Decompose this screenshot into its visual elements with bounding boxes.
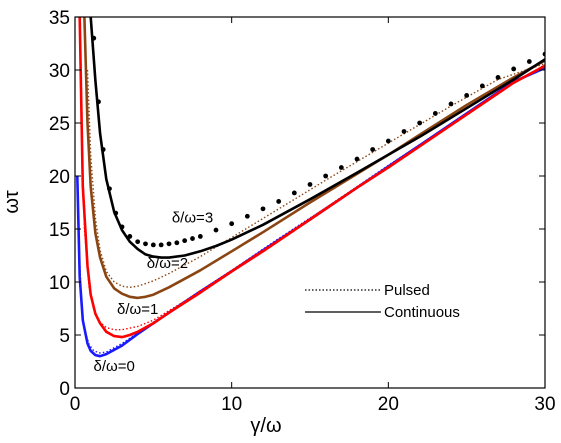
data-point bbox=[307, 182, 313, 187]
data-point bbox=[291, 190, 297, 196]
data-point bbox=[107, 186, 112, 192]
data-point bbox=[338, 165, 344, 170]
data-point bbox=[100, 147, 106, 152]
data-point bbox=[244, 213, 250, 219]
data-point bbox=[135, 239, 141, 245]
data-point bbox=[113, 210, 119, 216]
x-tick-label: 30 bbox=[534, 394, 555, 415]
plot-area-frame bbox=[74, 16, 546, 389]
data-point bbox=[158, 242, 164, 248]
series-line--3-solid-6 bbox=[89, 17, 545, 259]
y-axis-label: ωτ bbox=[1, 190, 23, 213]
series-line--2-dotted-5 bbox=[86, 62, 545, 288]
x-tick-label: 20 bbox=[378, 394, 399, 415]
series-line--1-solid-2 bbox=[78, 17, 545, 339]
series-line--0-dotted-1 bbox=[77, 65, 545, 354]
data-point bbox=[276, 199, 282, 204]
curve-annotation: δ/ω=2 bbox=[147, 255, 188, 272]
data-point bbox=[190, 236, 195, 241]
data-point bbox=[174, 240, 180, 246]
data-point bbox=[526, 59, 532, 64]
curve-annotation: δ/ω=0 bbox=[93, 358, 134, 375]
x-tick-label: 0 bbox=[70, 394, 81, 415]
y-tick-label: 25 bbox=[49, 114, 70, 135]
y-tick-label: 5 bbox=[59, 326, 70, 347]
data-point bbox=[432, 111, 438, 116]
series--3-dots-7 bbox=[91, 35, 545, 248]
data-point bbox=[479, 83, 485, 89]
y-tick-label: 30 bbox=[49, 61, 70, 82]
data-point bbox=[354, 156, 360, 162]
data-point bbox=[385, 138, 391, 144]
data-point bbox=[229, 221, 235, 227]
y-tick-label: 35 bbox=[49, 8, 70, 29]
data-point bbox=[401, 129, 407, 134]
y-tick-label: 0 bbox=[59, 379, 70, 400]
data-point bbox=[96, 99, 101, 105]
series-line--1-dotted-3 bbox=[80, 64, 545, 331]
data-point bbox=[91, 35, 97, 41]
data-point bbox=[495, 75, 501, 80]
data-point bbox=[143, 241, 148, 247]
data-point bbox=[166, 241, 172, 247]
y-tick-label: 10 bbox=[49, 273, 70, 294]
ticks-layer: 0 10 20 30 0 5 10 15 20 25 30 35 bbox=[49, 8, 556, 415]
data-point bbox=[197, 234, 203, 239]
y-tick-label: 15 bbox=[49, 220, 70, 241]
data-point bbox=[213, 227, 219, 233]
x-tick-label: 10 bbox=[221, 394, 242, 415]
data-point bbox=[127, 234, 133, 239]
y-tick-label: 20 bbox=[49, 167, 70, 188]
data-point bbox=[260, 206, 266, 212]
legend: Pulsed Continuous bbox=[305, 282, 460, 321]
legend-label: Pulsed bbox=[384, 282, 430, 299]
data-point bbox=[150, 242, 156, 248]
data-point bbox=[370, 147, 376, 152]
data-point bbox=[511, 66, 517, 72]
data-point bbox=[448, 101, 454, 107]
data-point bbox=[417, 120, 423, 126]
data-point bbox=[119, 224, 125, 230]
curves-layer bbox=[76, 17, 545, 358]
legend-label: Continuous bbox=[384, 304, 460, 321]
data-point bbox=[182, 238, 188, 244]
curve-annotation: δ/ω=3 bbox=[172, 210, 213, 227]
data-point bbox=[464, 93, 470, 98]
curve-annotation: δ/ω=1 bbox=[117, 301, 158, 318]
annotations-layer: δ/ω=3 δ/ω=2 δ/ω=1 δ/ω=0 bbox=[93, 210, 213, 375]
data-point bbox=[323, 173, 329, 179]
x-axis-label: γ/ω bbox=[250, 415, 281, 437]
